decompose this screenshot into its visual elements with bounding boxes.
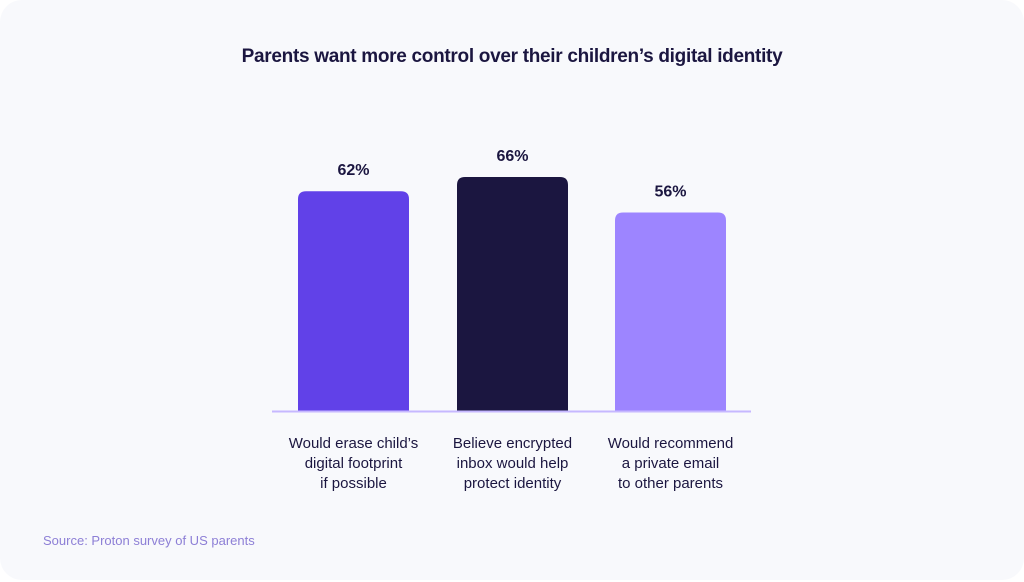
- bar: [457, 177, 568, 411]
- source-note: Source: Proton survey of US parents: [43, 533, 255, 548]
- bar: [615, 212, 726, 411]
- category-label-line: inbox would help: [456, 455, 569, 472]
- data-label: 62%: [337, 162, 369, 179]
- category-label-line: digital footprint: [304, 455, 403, 472]
- chart-title: Parents want more control over their chi…: [241, 46, 783, 67]
- category-label-line: to other parents: [617, 475, 724, 492]
- data-label: 56%: [654, 183, 686, 200]
- category-label: Would erase child’s digital footprint if p…: [269, 434, 439, 494]
- category-label-line: Would recommend: [607, 435, 734, 452]
- category-label-line: protect identity: [463, 475, 562, 492]
- category-label-line: a private email: [621, 455, 720, 472]
- bar: [298, 191, 409, 411]
- category-label-line: Would erase child’s: [288, 435, 419, 452]
- data-label: 66%: [496, 148, 528, 165]
- category-label: Would recommend a private email to other p…: [586, 434, 756, 494]
- category-label: Believe encrypted inbox would help protect…: [428, 434, 598, 494]
- category-label-line: Believe encrypted: [452, 435, 573, 452]
- category-label-line: if possible: [320, 475, 387, 492]
